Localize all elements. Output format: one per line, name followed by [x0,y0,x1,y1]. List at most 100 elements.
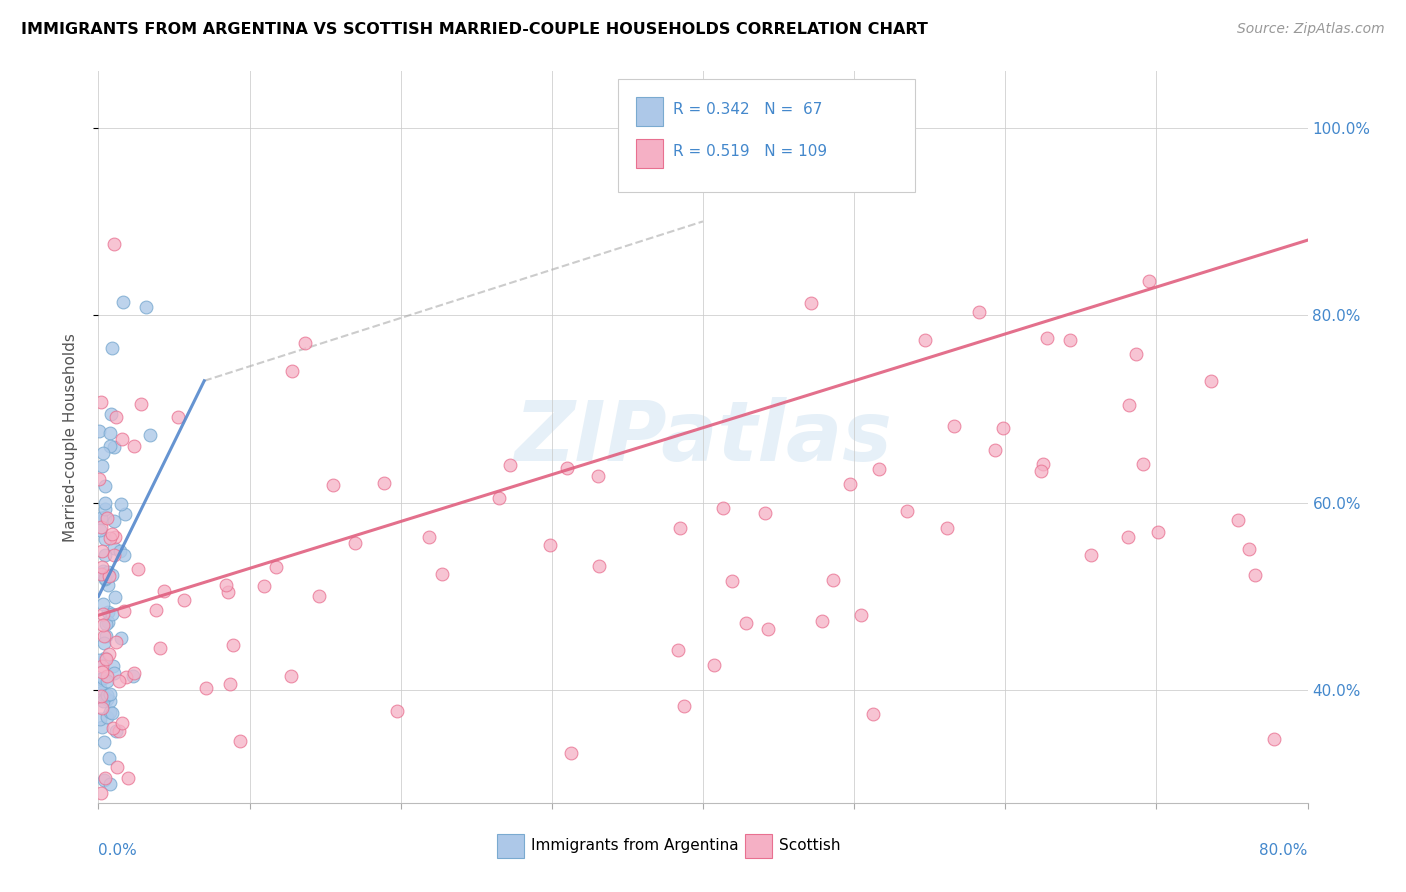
Point [94,496,117,510]
Bar [637,138,664,168]
Point [96,629,118,643]
Bar [637,97,664,126]
Point [96,691,118,706]
Point [294,336,316,351]
Point [91,687,114,701]
Point [93,636,115,650]
Point [89,524,111,538]
Point [280,669,302,683]
Point [96,511,118,525]
Point [91,564,114,578]
Text: R = 0.519   N = 109: R = 0.519 N = 109 [672,145,827,160]
Point [1080,549,1102,563]
Point [96,668,118,682]
Point [219,677,242,691]
Point [560,746,582,760]
Point [90,658,112,673]
Point [103,548,125,562]
Point [488,491,510,505]
Point [117,771,139,785]
Point [94,572,117,586]
Point [90,567,112,582]
Point [91,598,114,612]
Point [100,777,122,791]
Point [111,432,134,446]
Point [145,603,167,617]
Point [538,538,561,552]
Point [108,723,131,738]
Point [703,657,725,672]
Point [100,408,122,422]
Point [94,501,117,516]
Point [89,472,111,486]
Point [91,560,114,574]
Point [838,476,860,491]
Text: 0.0%: 0.0% [98,843,138,858]
Point [98,750,121,764]
Point [111,716,134,731]
Point [96,710,118,724]
Point [991,421,1014,435]
Point [734,615,756,630]
Point [373,476,395,491]
Point [96,651,118,665]
Point [110,497,132,511]
Point [103,541,125,555]
Point [101,526,124,541]
Point [1029,464,1052,478]
Point [108,544,131,558]
Point [108,674,131,689]
Point [862,707,884,722]
Point [90,520,112,534]
Point [122,439,145,453]
Point [103,440,125,454]
Point [800,296,823,310]
Point [91,544,114,558]
Point [849,607,872,622]
Point [89,653,111,667]
Point [387,704,409,718]
Point [720,574,742,588]
Point [936,521,959,535]
Point [97,647,120,661]
Point [215,578,238,592]
Point [555,461,578,475]
Point [111,295,134,310]
Point [91,694,114,708]
Point [122,669,145,683]
Point [1132,457,1154,471]
Point [115,670,138,684]
Point [103,237,125,252]
Point [967,304,990,318]
Point [105,409,128,424]
Point [90,684,112,698]
Point [153,584,176,599]
Point [91,567,114,582]
Point [103,666,125,681]
Point [229,734,252,748]
Point [253,579,276,593]
Point [418,530,440,544]
Point [754,506,776,520]
Point [194,681,217,695]
Point [94,570,117,584]
Point [94,479,117,493]
Point [98,687,121,701]
Point [89,424,111,438]
Point [98,531,121,545]
Point [135,300,157,314]
Point [1237,541,1260,556]
Point [101,721,124,735]
Point [1243,567,1265,582]
Point [93,771,115,785]
Point [93,445,115,459]
Point [96,688,118,702]
Bar [745,834,772,858]
Text: Immigrants from Argentina: Immigrants from Argentina [531,838,740,854]
Point [1199,374,1222,388]
Point [101,607,124,622]
Point [1116,530,1139,544]
Bar [498,834,524,858]
Point [91,700,114,714]
Point [914,333,936,347]
